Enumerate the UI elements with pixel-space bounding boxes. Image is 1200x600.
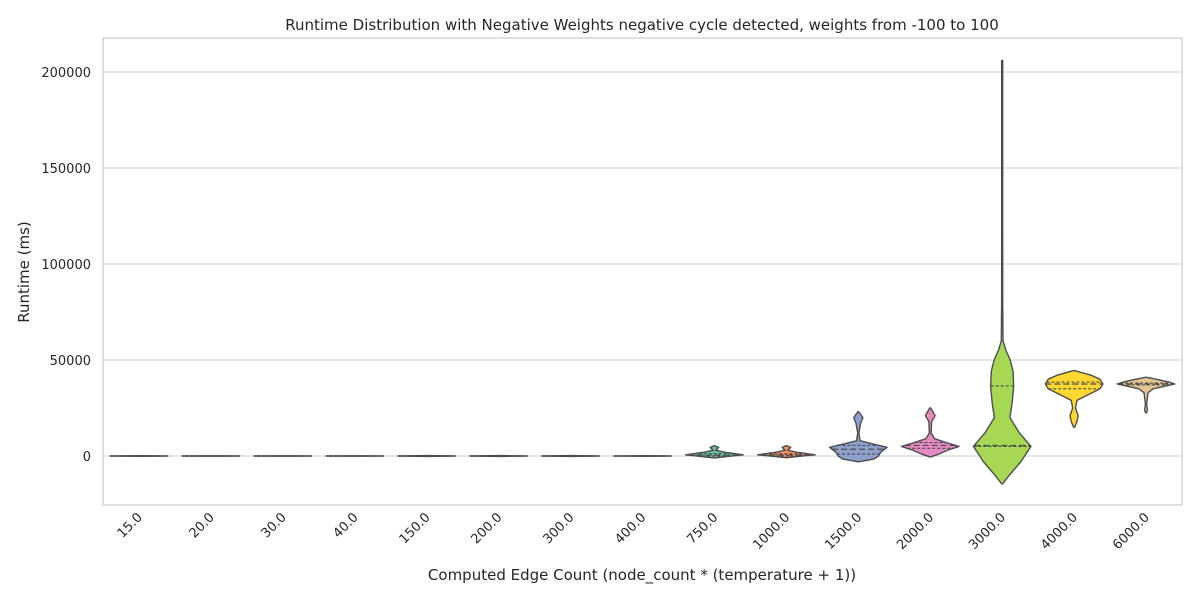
x-tick-label: 750.0	[684, 510, 721, 547]
x-tick-label: 400.0	[612, 510, 649, 547]
plot-frame	[102, 37, 1183, 506]
violin-body	[972, 59, 1032, 485]
y-tick-label: 50000	[50, 354, 91, 369]
y-tick-label: 150000	[41, 162, 91, 177]
x-tick-label: 300.0	[540, 510, 577, 547]
violins	[109, 59, 1176, 485]
x-tick-label: 2000.0	[894, 510, 937, 553]
x-tick-label: 6000.0	[1110, 510, 1153, 553]
y-axis-label: Runtime (ms)	[15, 221, 33, 323]
x-tick-label: 200.0	[469, 510, 506, 547]
violin-body	[1044, 369, 1104, 428]
y-tick-label: 200000	[41, 66, 91, 81]
x-tick-label: 150.0	[397, 510, 434, 547]
x-tick-label: 1000.0	[750, 510, 793, 553]
y-tick-label: 0	[83, 450, 91, 465]
y-tick-labels: 0 50000 100000 150000 200000	[41, 66, 91, 465]
x-tick-label: 20.0	[187, 510, 218, 541]
violin-body	[1116, 376, 1176, 414]
x-tick-label: 1500.0	[822, 510, 865, 553]
x-tick-label: 15.0	[115, 510, 146, 541]
x-tick-label: 3000.0	[966, 510, 1009, 553]
x-axis-label: Computed Edge Count (node_count * (tempe…	[428, 566, 856, 585]
gridlines	[103, 71, 1182, 457]
chart-title: Runtime Distribution with Negative Weigh…	[285, 16, 999, 34]
x-tick-labels: 15.0 20.0 30.0 40.0 150.0 200.0 300.0 400.0 750.…	[115, 510, 1153, 553]
x-tick-label: 30.0	[259, 510, 290, 541]
y-tick-label: 100000	[41, 258, 91, 273]
x-tick-label: 4000.0	[1038, 510, 1081, 553]
x-tick-label: 40.0	[331, 510, 362, 541]
violin-body	[900, 407, 960, 458]
